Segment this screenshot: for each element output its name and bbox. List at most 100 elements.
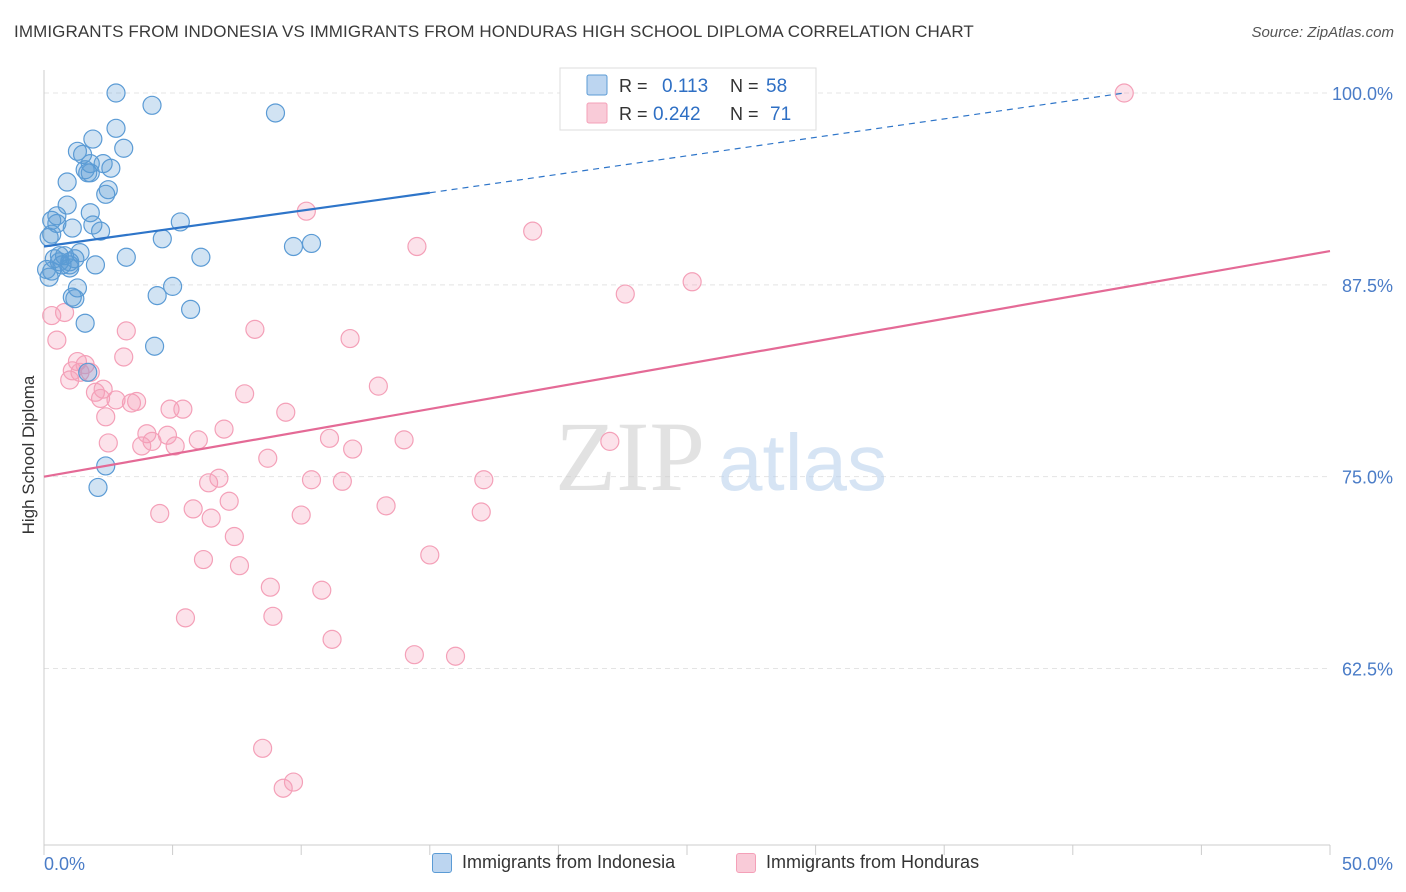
legend-r-label: R = [619, 104, 648, 124]
indonesia-point [147, 285, 167, 306]
honduras-point [260, 577, 280, 597]
bottom-legend-swatch-indonesia [432, 852, 452, 873]
x-tick-label-min: 0.0% [44, 854, 85, 874]
honduras-point [47, 330, 67, 350]
honduras-point [201, 508, 221, 528]
honduras-point [183, 499, 203, 519]
top-legend: R = 0.113 N = 58 R = 0.242 N = 71 [559, 67, 817, 131]
indonesia-point [60, 255, 80, 275]
indonesia-point [301, 233, 322, 254]
indonesia-point [106, 83, 126, 103]
indonesia-point [42, 261, 62, 281]
indonesia-point [75, 160, 95, 180]
honduras-point [471, 502, 491, 522]
indonesia-point [70, 243, 90, 263]
bottom-legend-label: Immigrants from Indonesia [462, 852, 676, 872]
legend-n-label: N = [730, 76, 759, 96]
honduras-point [682, 272, 702, 292]
indonesia-point [88, 477, 108, 498]
honduras-point [98, 433, 118, 453]
watermark-atlas: atlas [718, 418, 887, 507]
honduras-point [420, 545, 440, 565]
honduras-point [1114, 83, 1134, 103]
legend-r-value: 0.242 [653, 104, 701, 125]
honduras-point [253, 738, 273, 758]
honduras-point [404, 645, 424, 665]
trend-lines [43, 92, 1331, 478]
grid-lines [44, 92, 1330, 670]
indonesia-point [98, 180, 118, 200]
honduras-points [42, 83, 1134, 798]
legend-n-value: 71 [770, 104, 791, 125]
x-tick-label-max: 50.0% [1342, 854, 1393, 874]
honduras-point [193, 549, 214, 570]
honduras-point [273, 778, 293, 798]
indonesia-trend-line [43, 191, 430, 248]
legend-r-value: 0.113 [662, 76, 708, 97]
honduras-point [224, 526, 244, 547]
honduras-point [235, 384, 255, 404]
indonesia-point [78, 362, 98, 382]
honduras-point [54, 302, 75, 323]
indonesia-point [90, 221, 111, 241]
indonesia-point [42, 224, 62, 244]
legend-swatch-honduras [586, 102, 608, 124]
indonesia-point [144, 336, 165, 356]
honduras-point [258, 448, 278, 468]
bottom-legend-item-honduras: Immigrants from Honduras [736, 852, 979, 873]
honduras-point [175, 608, 196, 628]
indonesia-point [283, 236, 304, 257]
indonesia-point [163, 276, 183, 296]
honduras-point [214, 419, 234, 439]
honduras-point [157, 425, 178, 445]
honduras-point [523, 221, 543, 241]
honduras-point [165, 436, 185, 456]
honduras-point [219, 491, 239, 511]
honduras-point [332, 471, 352, 491]
honduras-point [199, 473, 219, 493]
honduras-point [126, 391, 147, 412]
honduras-point [322, 629, 342, 649]
indonesia-point [191, 247, 211, 267]
indonesia-point [80, 203, 100, 223]
y-tick-label: 75.0% [1342, 468, 1393, 488]
honduras-point [445, 646, 466, 666]
honduras-point [85, 382, 106, 402]
honduras-point [407, 236, 427, 257]
y-tick-label: 87.5% [1342, 276, 1393, 296]
indonesia-point [57, 172, 77, 192]
indonesia-point [57, 195, 77, 215]
honduras-point [301, 470, 322, 490]
honduras-point [319, 428, 340, 448]
legend-n-value: 58 [766, 76, 787, 97]
indonesia-point [83, 215, 103, 235]
honduras-point [150, 503, 170, 524]
honduras-point [283, 772, 304, 792]
source-credit: Source: ZipAtlas.com [1251, 24, 1394, 41]
chart-title: IMMIGRANTS FROM INDONESIA VS IMMIGRANTS … [14, 22, 974, 41]
honduras-point [93, 379, 113, 399]
indonesia-point [116, 247, 136, 267]
indonesia-point [85, 255, 106, 275]
honduras-point [188, 430, 208, 450]
indonesia-point [65, 249, 85, 269]
honduras-point [600, 431, 620, 451]
y-tick-label: 62.5% [1342, 660, 1393, 680]
honduras-point [229, 556, 250, 576]
indonesia-point [181, 299, 201, 320]
honduras-point [132, 436, 152, 456]
honduras-point [376, 496, 396, 516]
honduras-point [615, 284, 635, 304]
indonesia-point [152, 229, 172, 249]
honduras-point [96, 407, 116, 427]
watermark: ZIP atlas [555, 401, 887, 512]
indonesia-point [101, 158, 121, 178]
bottom-legend-item-indonesia: Immigrants from Indonesia [432, 852, 675, 873]
indonesia-point [67, 141, 88, 161]
x-tick-labels: 0.0% 50.0% [44, 854, 1393, 874]
honduras-point [173, 399, 193, 419]
bottom-legend-swatch-honduras [736, 852, 756, 873]
legend-n-label: N = [730, 104, 759, 124]
honduras-point [263, 606, 283, 626]
